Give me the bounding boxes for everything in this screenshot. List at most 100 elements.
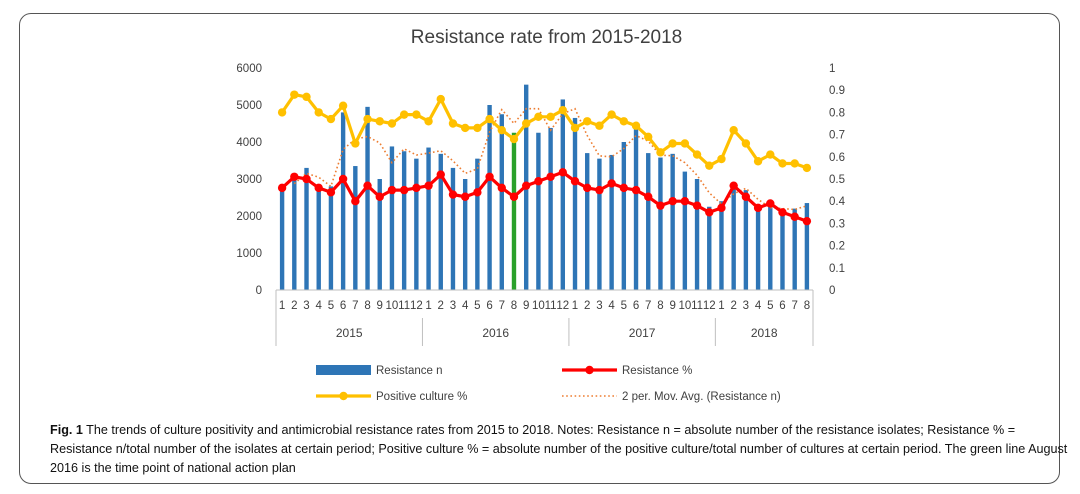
marker-positive-culture	[509, 134, 519, 144]
caption-text: The trends of culture positivity and ant…	[50, 423, 1068, 475]
x-month-tick-label: 6	[779, 300, 785, 312]
y-left-tick-label: 3000	[236, 174, 262, 186]
marker-positive-culture	[351, 139, 360, 148]
marker-positive-culture	[680, 139, 690, 148]
marker-positive-culture	[460, 123, 470, 133]
marker-resistance	[644, 192, 653, 201]
marker-positive-culture	[546, 112, 555, 122]
bar-resistance-n	[316, 186, 321, 290]
bar-resistance-n	[658, 157, 663, 290]
marker-positive-culture	[448, 119, 458, 128]
x-month-tick-label: 1	[425, 300, 431, 312]
marker-positive-culture	[644, 132, 653, 142]
marker-resistance	[534, 177, 543, 186]
marker-resistance	[802, 216, 812, 226]
y-right-tick-label: 1	[829, 63, 835, 75]
x-month-tick-label: 8	[364, 300, 370, 312]
bar-resistance-n	[292, 179, 297, 290]
marker-resistance	[277, 183, 287, 193]
bar-resistance-n	[646, 153, 651, 290]
marker-resistance	[497, 183, 506, 193]
marker-resistance	[546, 172, 555, 181]
bar-resistance-n	[743, 190, 749, 290]
x-month-tick-label: 9	[523, 300, 529, 312]
marker-positive-culture	[705, 161, 714, 170]
marker-resistance	[717, 203, 726, 213]
bar-resistance-n	[438, 153, 443, 290]
x-month-tick-label: 7	[352, 300, 358, 312]
marker-resistance	[595, 185, 604, 195]
x-month-tick-label: 9	[669, 300, 675, 312]
x-month-tick-label: 10	[678, 300, 691, 312]
marker-positive-culture	[290, 90, 299, 99]
marker-resistance	[387, 185, 397, 195]
marker-resistance	[778, 208, 787, 217]
x-year-label: 2016	[482, 326, 509, 340]
x-year-label: 2017	[629, 326, 656, 340]
caption-label: Fig. 1	[50, 423, 83, 437]
marker-positive-culture	[485, 114, 494, 124]
x-month-tick-label: 2	[291, 300, 297, 312]
x-year-label: 2018	[751, 326, 778, 340]
x-month-tick-label: 12	[410, 300, 423, 312]
marker-resistance	[619, 183, 629, 193]
marker-resistance	[680, 197, 690, 206]
marker-resistance	[558, 168, 568, 177]
marker-positive-culture	[558, 105, 568, 115]
marker-resistance	[631, 185, 641, 195]
legend-swatch-bar	[316, 365, 371, 375]
x-month-tick-label: 11	[545, 300, 557, 312]
marker-resistance	[607, 179, 616, 188]
bar-resistance-n	[621, 142, 627, 290]
x-month-tick-label: 2	[584, 300, 590, 312]
marker-resistance	[473, 188, 482, 197]
bar-resistance-n	[585, 153, 590, 290]
marker-positive-culture	[766, 150, 775, 159]
marker-positive-culture	[802, 163, 812, 173]
x-month-tick-label: 8	[657, 300, 663, 312]
marker-positive-culture	[692, 150, 702, 159]
bar-resistance-n	[353, 166, 358, 290]
marker-positive-culture	[326, 114, 336, 124]
bar-resistance-n	[511, 132, 517, 290]
legend-swatch-marker	[339, 391, 348, 401]
y-left-tick-label: 5000	[236, 100, 262, 112]
x-month-tick-label: 7	[791, 300, 797, 312]
marker-positive-culture	[717, 154, 726, 164]
y-left-tick-label: 2000	[236, 211, 262, 223]
x-month-tick-label: 1	[572, 300, 578, 312]
marker-positive-culture	[497, 125, 506, 135]
y-right-tick-label: 0.7	[829, 130, 845, 142]
y-right-tick-label: 0.8	[829, 107, 845, 119]
line-resistance	[281, 170, 808, 223]
bar-resistance-n	[731, 186, 736, 290]
marker-resistance	[583, 183, 592, 193]
y-right-tick-label: 0.9	[829, 85, 845, 97]
bar-resistance-n	[670, 153, 675, 290]
bar-resistance-n	[487, 105, 492, 290]
bar-resistance-n	[719, 201, 724, 290]
marker-resistance	[302, 174, 311, 184]
x-month-tick-label: 6	[486, 300, 492, 312]
marker-resistance	[363, 181, 372, 190]
marker-positive-culture	[521, 119, 531, 128]
marker-resistance	[790, 212, 799, 221]
marker-resistance	[692, 201, 702, 210]
marker-positive-culture	[375, 117, 384, 126]
bar-resistance-n	[780, 210, 785, 290]
marker-positive-culture	[729, 125, 738, 135]
y-right-tick-label: 0.3	[829, 218, 845, 230]
marker-positive-culture	[424, 117, 433, 126]
marker-resistance	[570, 177, 580, 186]
x-month-tick-label: 3	[596, 300, 602, 312]
marker-positive-culture	[595, 121, 604, 130]
marker-resistance	[338, 174, 348, 184]
x-month-tick-label: 11	[691, 300, 703, 312]
x-month-tick-label: 5	[328, 300, 334, 312]
x-month-tick-label: 5	[621, 300, 627, 312]
x-month-tick-label: 12	[703, 300, 716, 312]
marker-positive-culture	[583, 117, 592, 126]
marker-resistance	[314, 183, 323, 193]
x-month-tick-label: 6	[633, 300, 639, 312]
line-moving-average	[293, 107, 808, 211]
